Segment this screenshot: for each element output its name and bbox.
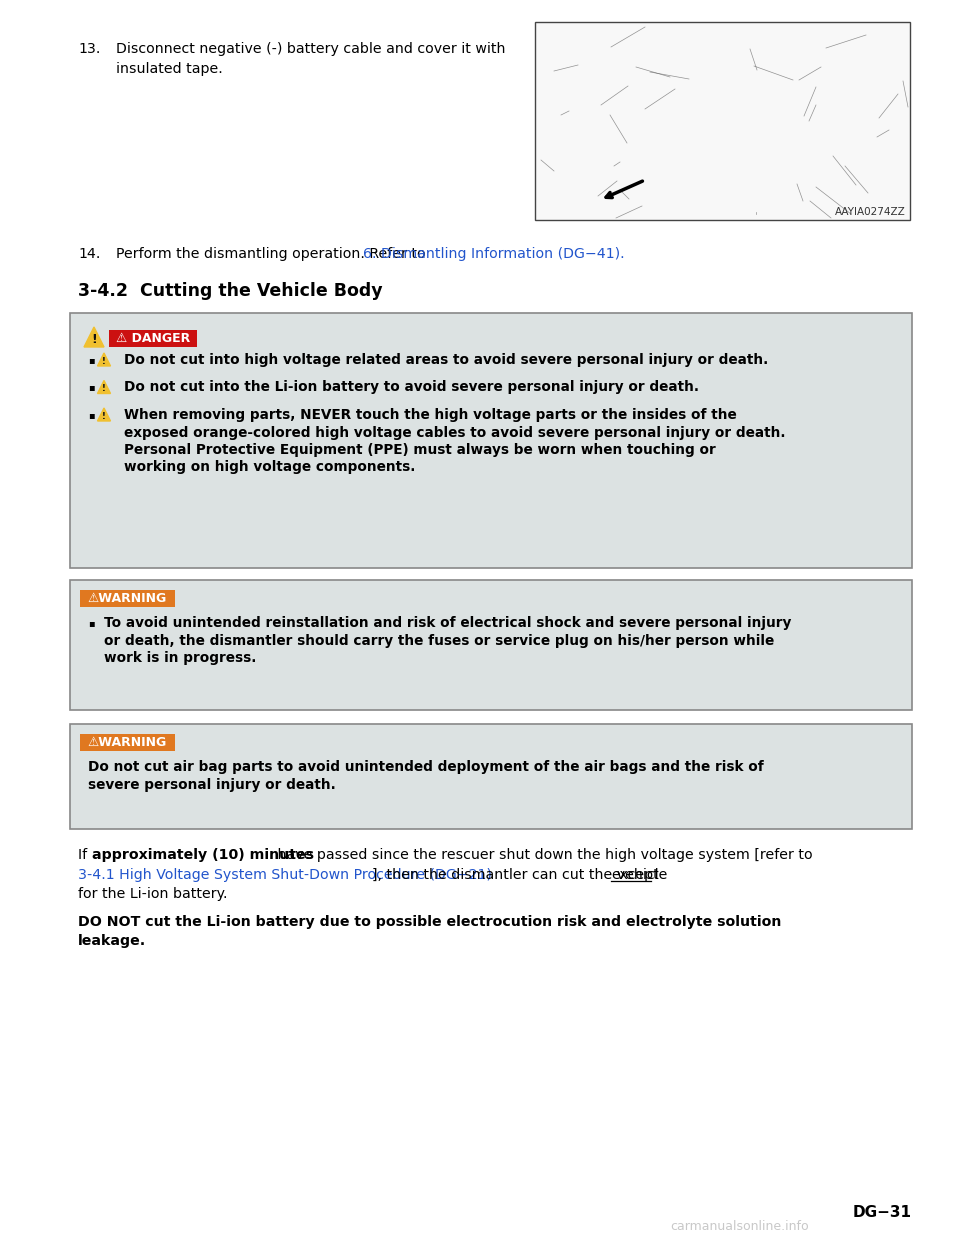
Text: !: !	[102, 356, 106, 365]
Text: Do not cut into high voltage related areas to avoid severe personal injury or de: Do not cut into high voltage related are…	[124, 353, 768, 366]
Text: ▪: ▪	[88, 383, 95, 392]
Text: have passed since the rescuer shut down the high voltage system [refer to: have passed since the rescuer shut down …	[273, 848, 812, 862]
Text: When removing parts, NEVER touch the high voltage parts or the insides of the: When removing parts, NEVER touch the hig…	[124, 409, 736, 422]
Text: Do not cut into the Li-ion battery to avoid severe personal injury or death.: Do not cut into the Li-ion battery to av…	[124, 380, 699, 395]
FancyBboxPatch shape	[535, 22, 910, 220]
Text: carmanualsonline.info: carmanualsonline.info	[671, 1220, 809, 1233]
Text: DO NOT cut the Li-ion battery due to possible electrocution risk and electrolyte: DO NOT cut the Li-ion battery due to pos…	[78, 915, 781, 929]
Text: ⚠WARNING: ⚠WARNING	[88, 737, 167, 749]
Text: insulated tape.: insulated tape.	[116, 62, 223, 76]
Text: work is in progress.: work is in progress.	[104, 651, 256, 664]
Text: 3-4.1 High Voltage System Shut-Down Procedure (DG−21): 3-4.1 High Voltage System Shut-Down Proc…	[78, 867, 492, 882]
Text: ▪: ▪	[88, 355, 95, 365]
Text: except: except	[611, 867, 659, 882]
Text: 14.: 14.	[78, 247, 101, 261]
FancyBboxPatch shape	[109, 330, 197, 347]
Text: To avoid unintended reinstallation and risk of electrical shock and severe perso: To avoid unintended reinstallation and r…	[104, 616, 791, 630]
Text: ▪: ▪	[88, 410, 95, 420]
FancyBboxPatch shape	[70, 580, 912, 710]
Text: approximately (10) minutes: approximately (10) minutes	[92, 848, 314, 862]
Text: Do not cut air bag parts to avoid unintended deployment of the air bags and the : Do not cut air bag parts to avoid uninte…	[88, 760, 764, 774]
FancyBboxPatch shape	[70, 724, 912, 828]
Text: for the Li-ion battery.: for the Li-ion battery.	[78, 887, 228, 900]
Polygon shape	[98, 409, 110, 421]
Text: !: !	[102, 411, 106, 421]
Text: ⚠ DANGER: ⚠ DANGER	[116, 332, 190, 345]
Text: DG−31: DG−31	[853, 1205, 912, 1220]
FancyBboxPatch shape	[80, 590, 175, 607]
Text: AAYIA0274ZZ: AAYIA0274ZZ	[835, 207, 906, 217]
Text: Perform the dismantling operation. Refer to: Perform the dismantling operation. Refer…	[116, 247, 430, 261]
FancyBboxPatch shape	[70, 313, 912, 568]
Text: severe personal injury or death.: severe personal injury or death.	[88, 777, 336, 791]
Text: Disconnect negative (-) battery cable and cover it with: Disconnect negative (-) battery cable an…	[116, 42, 506, 56]
Text: Personal Protective Equipment (PPE) must always be worn when touching or: Personal Protective Equipment (PPE) must…	[124, 443, 716, 457]
Text: If: If	[78, 848, 91, 862]
FancyBboxPatch shape	[80, 734, 175, 751]
Polygon shape	[84, 327, 104, 347]
Text: exposed orange-colored high voltage cables to avoid severe personal injury or de: exposed orange-colored high voltage cabl…	[124, 426, 785, 440]
Polygon shape	[98, 380, 110, 394]
Text: !: !	[91, 333, 97, 347]
Text: !: !	[102, 384, 106, 392]
Text: leakage.: leakage.	[78, 934, 146, 949]
Text: 6. Dismantling Information (DG−41).: 6. Dismantling Information (DG−41).	[363, 247, 625, 261]
Text: ], then the dismantler can cut the vehicle: ], then the dismantler can cut the vehic…	[372, 867, 672, 882]
Text: ▪: ▪	[88, 619, 95, 628]
Text: ⚠WARNING: ⚠WARNING	[88, 592, 167, 605]
Text: or death, the dismantler should carry the fuses or service plug on his/her perso: or death, the dismantler should carry th…	[104, 633, 775, 647]
Text: 13.: 13.	[78, 42, 101, 56]
Text: 3-4.2  Cutting the Vehicle Body: 3-4.2 Cutting the Vehicle Body	[78, 282, 383, 301]
Text: working on high voltage components.: working on high voltage components.	[124, 461, 416, 474]
Polygon shape	[98, 353, 110, 366]
